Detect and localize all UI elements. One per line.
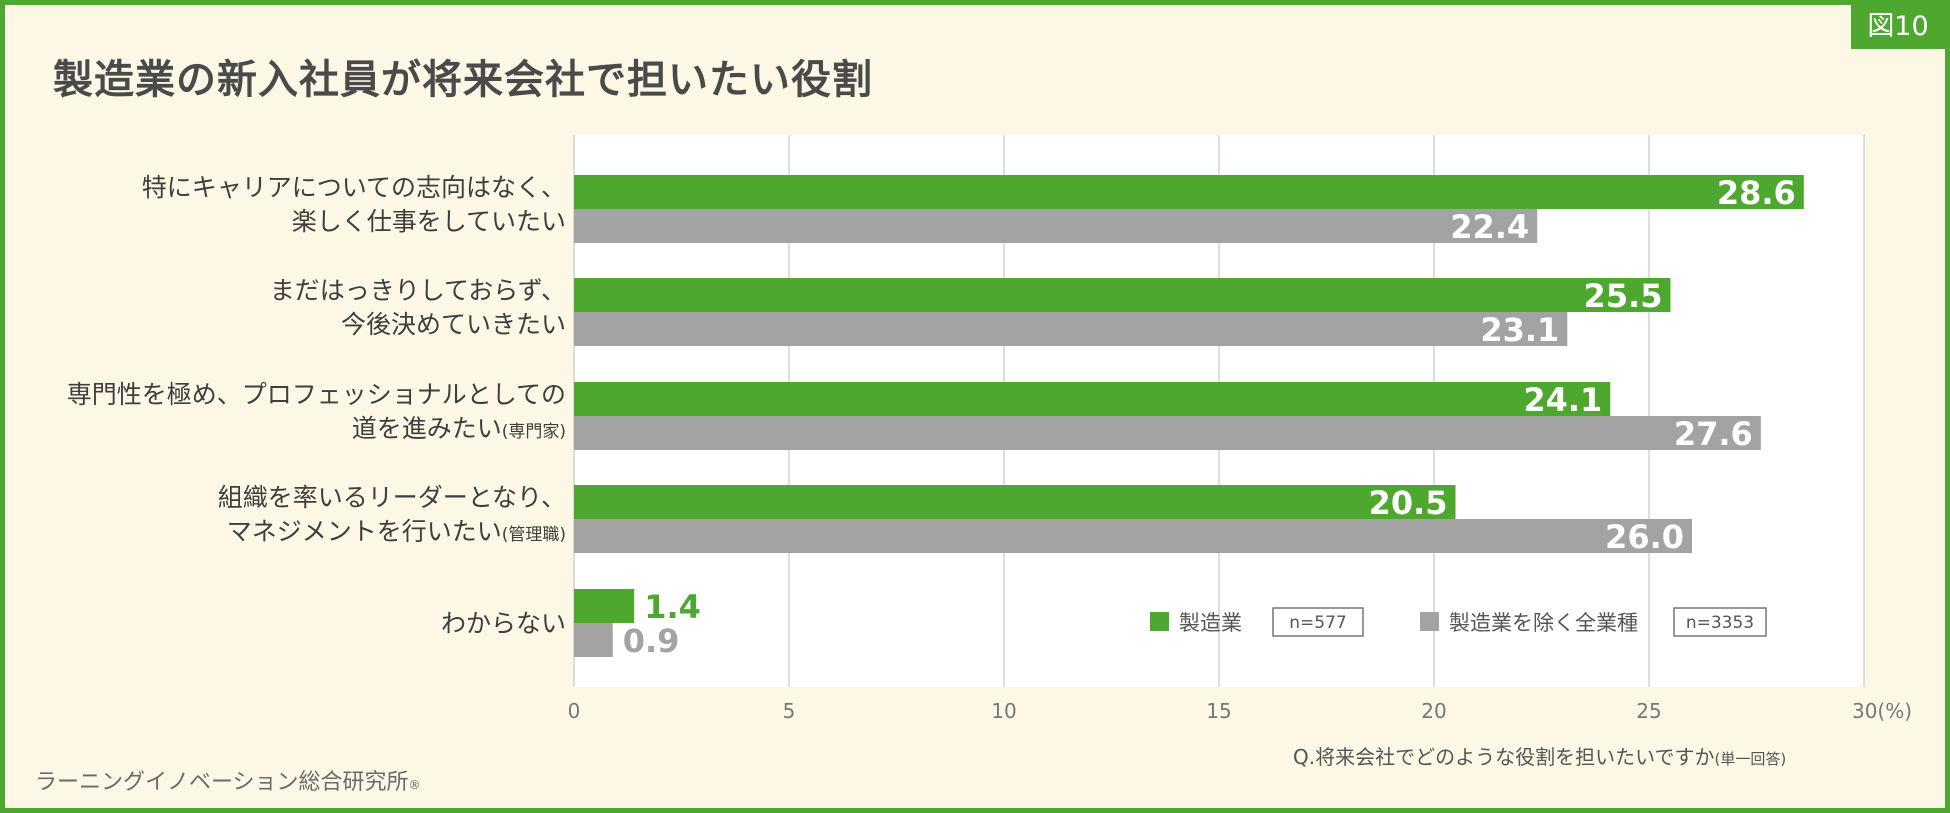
legend-swatch	[1150, 612, 1169, 631]
data-label: 24.1	[1523, 381, 1602, 419]
bar	[574, 623, 613, 657]
data-label: 28.6	[1717, 174, 1796, 212]
category-label: 今後決めていきたい	[341, 310, 566, 339]
source-text: ラーニングイノベーション総合研究所	[35, 770, 409, 795]
x-tick-label: 5	[783, 699, 796, 723]
category-labels: 特にキャリアについての志向はなく、楽しく仕事をしていたいまだはっきりしておらず、…	[67, 173, 566, 638]
x-tick-label: 15	[1206, 699, 1231, 723]
bar	[574, 278, 1671, 312]
data-label: 27.6	[1674, 415, 1753, 453]
bar	[574, 519, 1692, 553]
category-label: わからない	[441, 609, 566, 638]
category-label-text: 道を進みたい	[352, 414, 502, 443]
data-label: 1.4	[644, 588, 701, 626]
question-text: Q.将来会社でどのような役割を担いたいですか	[1293, 745, 1715, 769]
x-tick-label: 25	[1636, 699, 1661, 723]
x-tick-value: 30	[1852, 699, 1877, 723]
category-label-note: (管理職)	[502, 525, 566, 545]
legend-sample-size: n=577	[1289, 613, 1346, 633]
legend-label: 製造業	[1179, 611, 1242, 635]
bar	[574, 416, 1761, 450]
x-axis-ticks: 0 5 10 15 20 25 30(%)	[568, 699, 1912, 723]
category-label-note: (専門家)	[502, 422, 566, 442]
legend-sample-size-box	[1272, 607, 1364, 637]
category-label: 組織を率いるリーダーとなり、	[218, 483, 566, 512]
category-label: 専門性を極め、プロフェッショナルとしての	[67, 380, 566, 409]
data-label: 20.5	[1369, 484, 1448, 522]
question-note: (単一回答)	[1714, 750, 1787, 768]
source-credit: ラーニングイノベーション総合研究所®	[35, 764, 421, 796]
data-label: 25.5	[1584, 277, 1663, 315]
legend-sample-size: n=3353	[1686, 613, 1754, 633]
category-label: マネジメントを行いたい(管理職)	[227, 517, 566, 546]
bar	[574, 382, 1611, 416]
bar	[574, 312, 1568, 346]
data-label: 26.0	[1605, 518, 1684, 556]
bar	[574, 589, 635, 623]
bar	[574, 485, 1456, 519]
x-tick-label: 20	[1421, 699, 1446, 723]
legend: 製造業 n=577 製造業を除く全業種 n=3353	[1150, 607, 1767, 637]
x-tick-label: 10	[991, 699, 1016, 723]
data-label: 23.1	[1480, 311, 1559, 349]
figure-number-badge: 図10	[1851, 5, 1945, 49]
category-label-text: マネジメントを行いたい	[227, 517, 502, 546]
legend-label: 製造業を除く全業種	[1449, 611, 1638, 635]
data-label: 0.9	[623, 622, 680, 660]
registered-mark: ®	[408, 778, 421, 792]
legend-swatch	[1420, 612, 1439, 631]
category-label: 楽しく仕事をしていたい	[292, 207, 566, 236]
bar-chart: 28.6 25.5 24.1 20.5 1.4 22.4 23.1 27.6 26.0 0.9 特…	[67, 135, 1912, 723]
bars: 28.6 25.5 24.1 20.5 1.4 22.4 23.1 27.6 26.0 0.9	[574, 174, 1804, 660]
bar	[574, 175, 1804, 209]
category-label: まだはっきりしておらず、	[270, 276, 566, 305]
data-label: 22.4	[1450, 208, 1529, 246]
category-label: 道を進みたい(専門家)	[352, 414, 566, 443]
category-label: 特にキャリアについての志向はなく、	[142, 173, 566, 202]
x-tick-label: 0	[568, 699, 581, 723]
x-tick-label: 30(%)	[1852, 699, 1912, 723]
x-axis-unit: (%)	[1877, 699, 1912, 723]
chart-title: 製造業の新入社員が将来会社で担いたい役割	[53, 57, 873, 103]
legend-sample-size-box	[1673, 607, 1767, 637]
survey-question: Q.将来会社でどのような役割を担いたいですか(単一回答)	[1293, 741, 1786, 770]
bar	[574, 209, 1538, 243]
